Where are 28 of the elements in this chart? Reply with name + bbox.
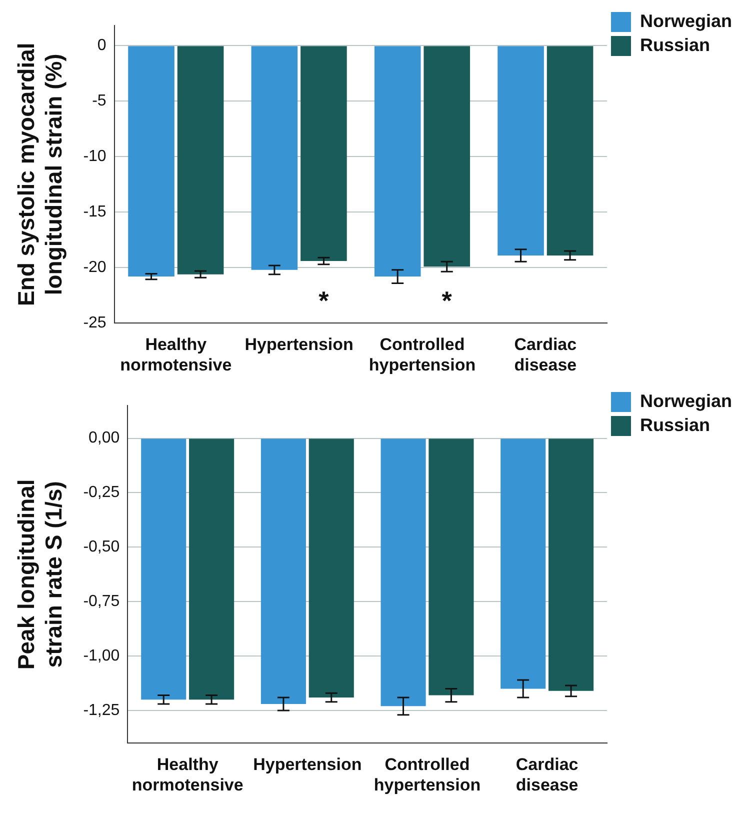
legend-label: Norwegian	[640, 10, 732, 31]
x-tick-label: Hypertension	[253, 755, 362, 774]
y-tick-label: -1,25	[83, 702, 120, 719]
y-axis-title: End systolic myocardial longitudinal strain (%)	[13, 42, 67, 306]
x-tick-label: Controlled hypertension	[368, 335, 476, 374]
x-tick-label: Cardiac disease	[514, 335, 577, 374]
y-tick-label: -0,50	[83, 538, 120, 556]
legend-label: Russian	[640, 34, 710, 55]
x-tick-label: Cardiac disease	[516, 755, 578, 794]
y-tick-label: -15	[83, 204, 106, 221]
y-tick-label: -0,25	[83, 484, 120, 502]
y-tick-label: -10	[83, 148, 106, 166]
y-tick-label: 0	[97, 36, 106, 54]
y-tick-label: 0,00	[88, 430, 120, 447]
y-tick-label: -5	[92, 92, 106, 110]
y-tick-label: -25	[83, 314, 106, 332]
legend-label: Norwegian	[640, 390, 732, 411]
annotation: *	[442, 286, 453, 316]
y-tick-label: -1,00	[83, 647, 120, 664]
x-tick-label: Hypertension	[244, 335, 354, 354]
legend-label: Russian	[640, 414, 710, 435]
y-tick-label: -0,75	[83, 593, 120, 610]
y-tick-label: -20	[83, 259, 106, 276]
x-tick-label: Healthy normotensive	[120, 335, 232, 374]
annotation: *	[318, 286, 330, 316]
x-tick-label: Healthy normotensive	[132, 755, 244, 794]
x-tick-label: Controlled hypertension	[374, 755, 481, 794]
y-axis-title: Peak longitudinal strain rate S (1/s)	[13, 479, 67, 670]
